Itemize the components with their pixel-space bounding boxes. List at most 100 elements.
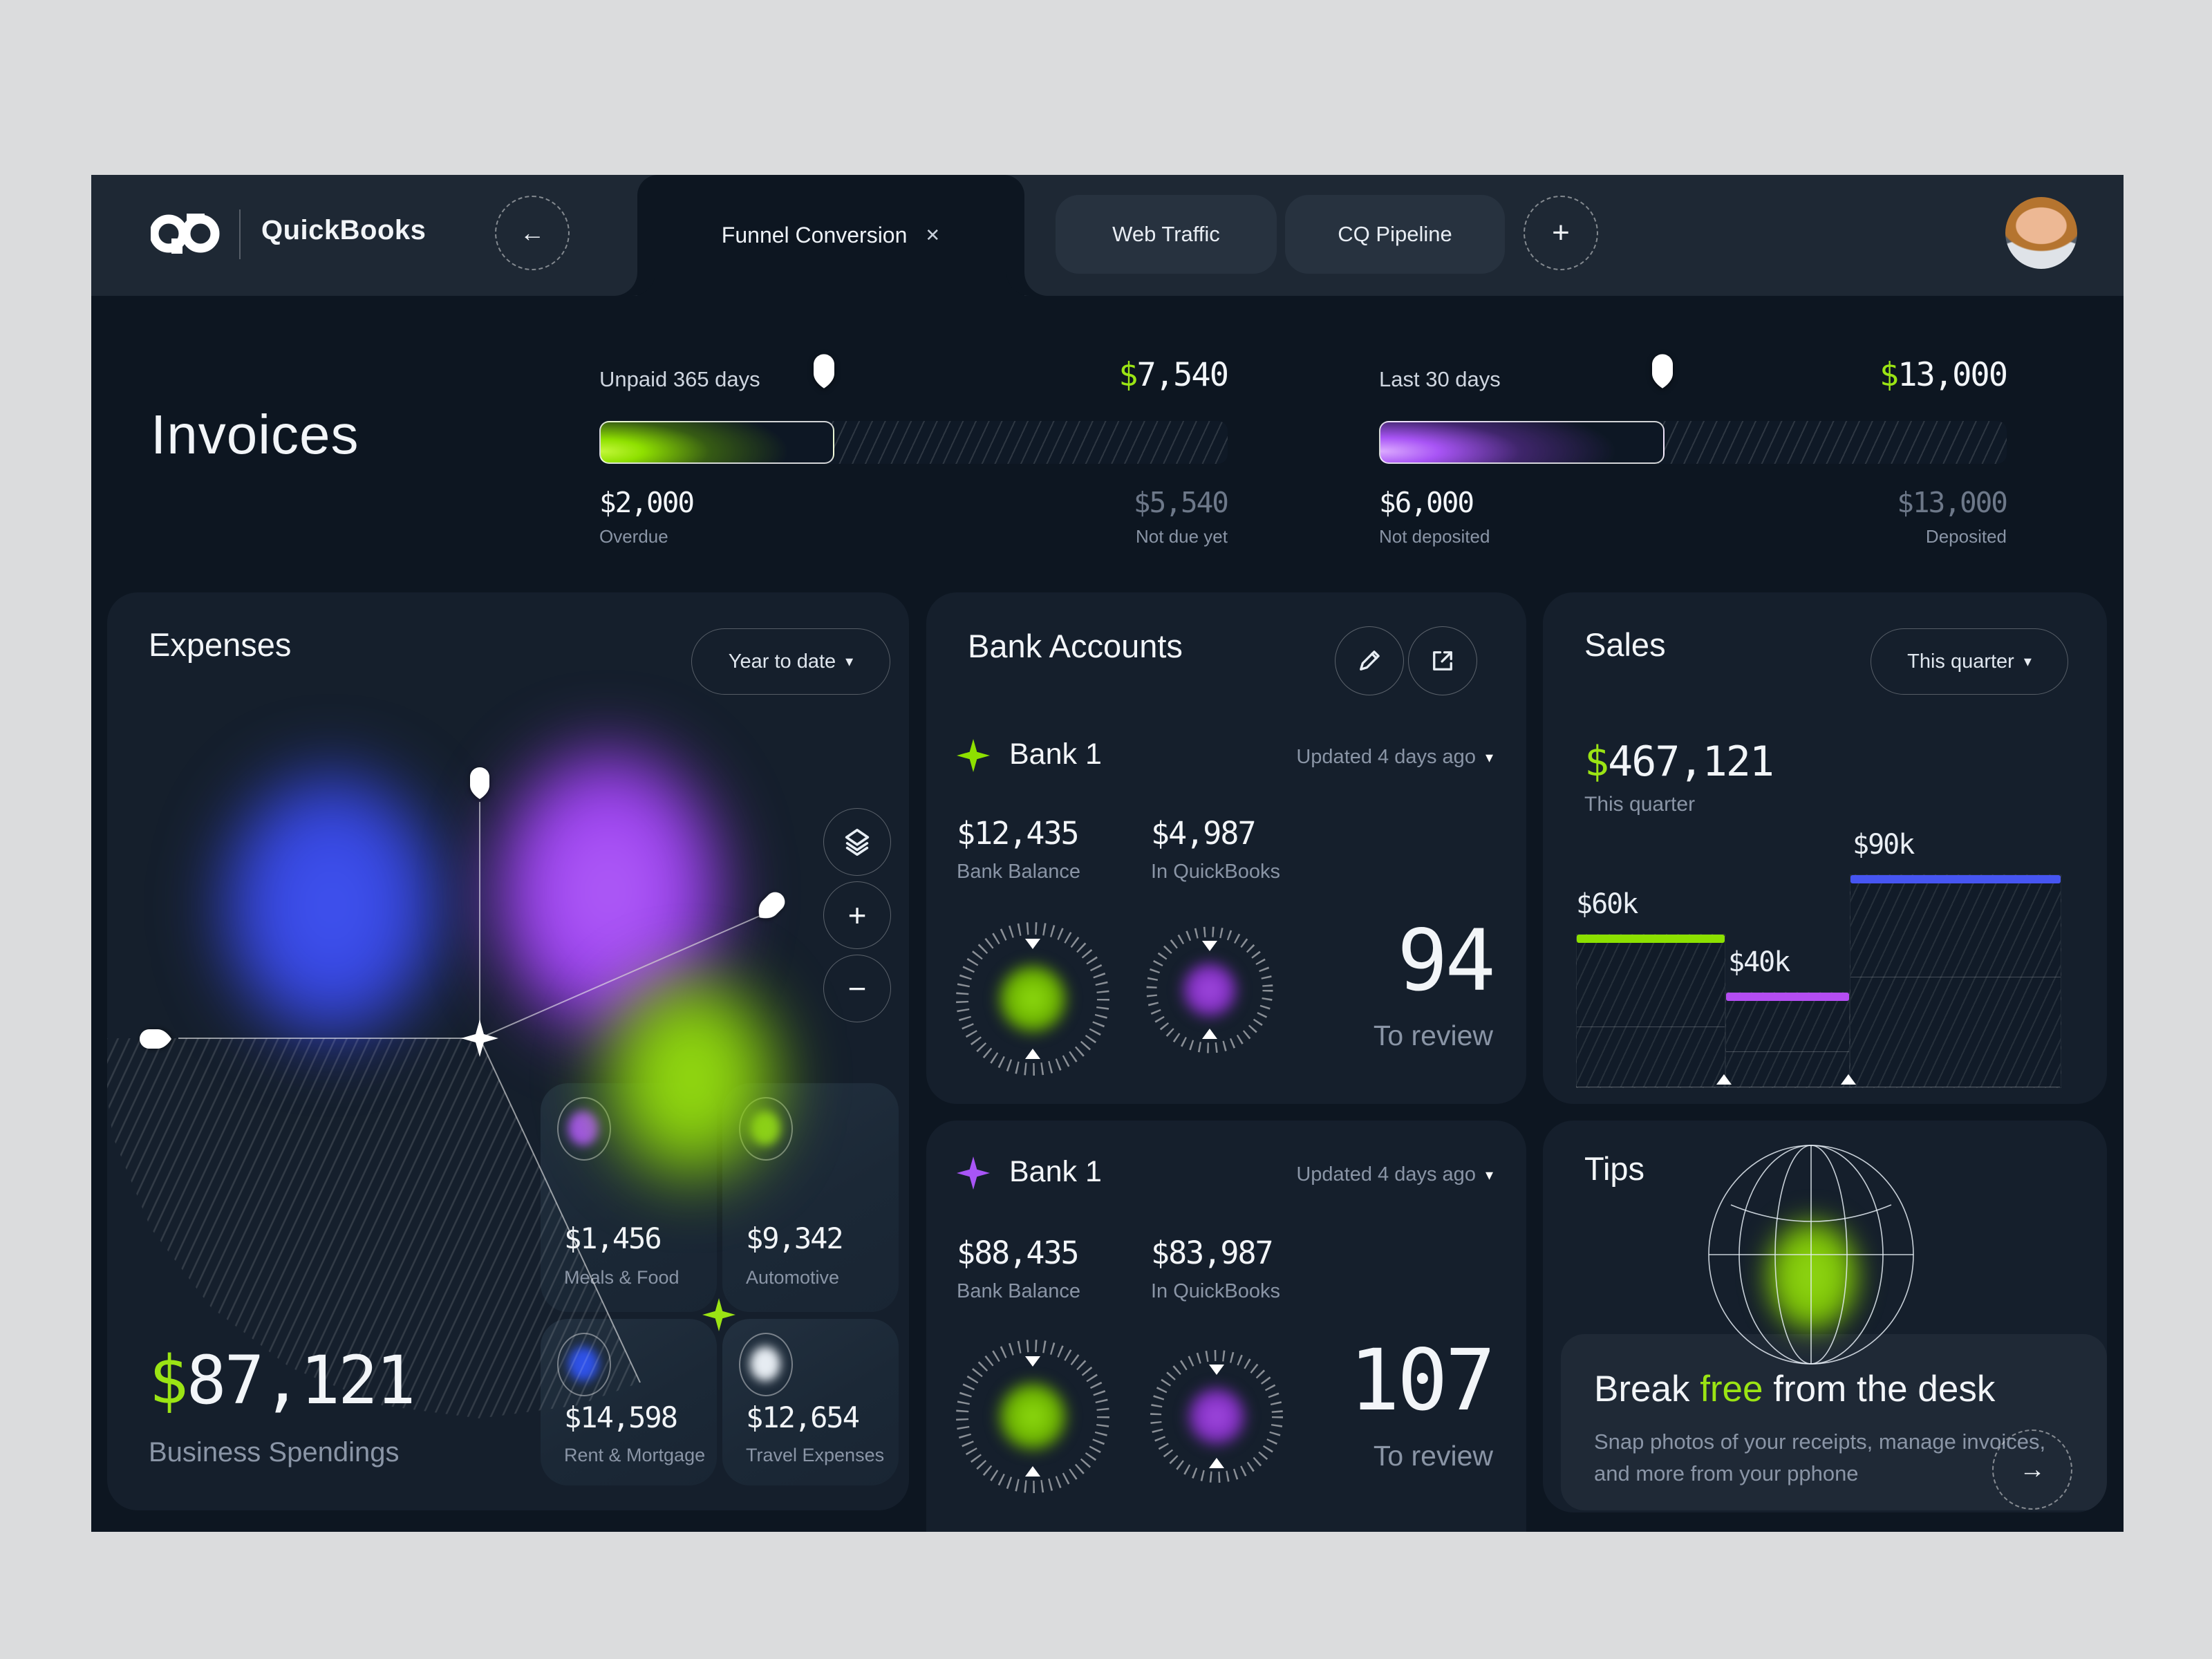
layers-button[interactable] — [823, 808, 891, 876]
pie-axis-pin-left[interactable] — [139, 1029, 172, 1049]
bank-gauge-green — [953, 1337, 1112, 1496]
baseline-marker — [1841, 1074, 1856, 1085]
not-deposited-value: $6,000 — [1379, 486, 1474, 519]
card-title: Expenses — [149, 626, 292, 663]
tab-close-icon[interactable]: ✕ — [925, 225, 941, 245]
bank-updated-dropdown[interactable]: Updated 4 days ago ▾ — [1296, 1163, 1493, 1186]
category-tile-travel[interactable]: $12,654 Travel Expenses — [722, 1319, 899, 1485]
minus-icon: − — [847, 971, 867, 1006]
bar-value-label: $40k — [1728, 946, 1790, 978]
bar — [1576, 934, 1725, 1088]
gauge-marker-top — [1202, 941, 1217, 951]
bank-updated-dropdown[interactable]: Updated 4 days ago ▾ — [1296, 746, 1493, 769]
bank-name: Bank 1 — [1009, 738, 1102, 771]
divider — [239, 209, 241, 259]
pencil-icon — [1360, 650, 1380, 671]
bank-diamond-icon — [957, 739, 990, 772]
tab-cq-pipeline[interactable]: CQ Pipeline — [1285, 195, 1505, 274]
bar-cap — [1850, 875, 2061, 883]
in-quickbooks-label: In QuickBooks — [1151, 1280, 1280, 1302]
not-due-label: Not due yet — [1136, 526, 1228, 547]
tab-funnel-conversion[interactable]: Funnel Conversion ✕ — [637, 175, 1024, 296]
dashboard: QuickBooks ← Funnel Conversion ✕ Web Tra… — [91, 175, 2124, 1532]
pie-axis-pin-top[interactable] — [470, 767, 489, 800]
tips-body: Snap photos of your receipts, manage inv… — [1594, 1426, 2045, 1490]
progress-pin-handle[interactable] — [814, 353, 834, 389]
currency-sign: $ — [1879, 356, 1899, 394]
gauge-marker-top — [1025, 1356, 1040, 1367]
sales-bar-chart: $60k $40k $90k — [1543, 592, 2107, 1104]
gauge-marker-bottom — [1025, 1466, 1040, 1477]
category-value: $14,598 — [564, 1400, 678, 1434]
tab-label: CQ Pipeline — [1338, 222, 1452, 246]
gauge-marker-bottom — [1202, 1029, 1217, 1039]
bar-cap — [1577, 935, 1725, 943]
category-value: $12,654 — [746, 1400, 860, 1434]
add-tab-button[interactable]: + — [1524, 196, 1598, 270]
invoice-deposits-block: Last 30 days $13,000 $6,000 Not deposite… — [1379, 348, 2008, 576]
edit-button[interactable] — [1335, 626, 1404, 695]
zoom-out-button[interactable]: − — [823, 955, 891, 1022]
not-deposited-label: Not deposited — [1379, 526, 1490, 547]
in-quickbooks-value: $4,987 — [1151, 815, 1257, 852]
zoom-in-button[interactable]: + — [823, 881, 891, 949]
open-external-button[interactable] — [1408, 626, 1477, 695]
bar-cap — [1726, 993, 1849, 1001]
chevron-down-icon: ▾ — [1485, 1165, 1493, 1183]
plus-icon: + — [847, 897, 867, 933]
card-title: Sales — [1584, 626, 1666, 663]
gauge-blob — [1171, 1371, 1262, 1462]
sales-range-dropdown[interactable]: This quarter ▾ — [1871, 628, 2068, 695]
category-label: Travel Expenses — [746, 1445, 885, 1465]
invoice-bar-amount: $13,000 — [1879, 356, 2008, 394]
baseline-marker — [1716, 1074, 1732, 1085]
progress-pin-handle[interactable] — [1652, 353, 1673, 389]
tips-headline: Break free from the desk — [1594, 1368, 1995, 1410]
sales-total: $467,121 — [1584, 738, 1774, 786]
chevron-down-icon: ▾ — [1485, 748, 1493, 766]
tab-web-traffic[interactable]: Web Traffic — [1056, 195, 1277, 274]
quickbooks-logo-icon — [151, 214, 220, 254]
invoice-progress-fill — [599, 421, 835, 464]
bank-accounts-card: Bank Accounts Bank 1 Updated 4 days ago … — [926, 592, 1526, 1104]
back-button[interactable]: ← — [495, 196, 570, 270]
expenses-range-dropdown[interactable]: Year to date ▾ — [691, 628, 890, 695]
category-label: Automotive — [746, 1267, 840, 1288]
arrow-right-icon: → — [2019, 1454, 2045, 1484]
dropdown-value: This quarter — [1907, 650, 2014, 673]
bank-balance-label: Bank Balance — [957, 861, 1080, 883]
card-title: Bank Accounts — [968, 628, 1183, 664]
invoice-bar-amount: $7,540 — [1118, 356, 1229, 394]
amount-value: 467,121 — [1608, 738, 1774, 786]
tips-cta-button[interactable]: → — [1992, 1430, 2072, 1510]
overdue-label: Overdue — [599, 526, 668, 547]
invoice-unpaid-block: Unpaid 365 days $7,540 $2,000 Overdue $5… — [599, 348, 1229, 576]
currency-sign: $ — [149, 1342, 189, 1419]
currency-sign: $ — [1584, 738, 1609, 786]
user-avatar[interactable] — [2005, 197, 2077, 269]
tips-card: Tips Break free from the desk Snap — [1543, 1121, 2107, 1512]
dropdown-value: Year to date — [728, 650, 836, 673]
not-due-value: $5,540 — [1133, 486, 1229, 519]
tab-label: Web Traffic — [1112, 222, 1220, 246]
headline-text: from the desk — [1763, 1369, 1996, 1409]
gauge-blob — [1166, 946, 1253, 1033]
page-title: Invoices — [151, 404, 359, 465]
deposited-value: $13,000 — [1897, 486, 2008, 519]
bank-balance-label: Bank Balance — [957, 1280, 1080, 1302]
gauge-blob — [980, 1364, 1085, 1469]
tips-body-line: Snap photos of your receipts, manage inv… — [1594, 1430, 2046, 1454]
invoice-progress-fill — [1379, 421, 1665, 464]
card-title: Tips — [1584, 1150, 1645, 1187]
amount-value: 13,000 — [1897, 356, 2008, 394]
sales-total-label: This quarter — [1584, 793, 1696, 816]
bar-value-label: $90k — [1853, 829, 1915, 861]
invoice-progress-track — [599, 421, 1228, 464]
tab-label: Funnel Conversion — [721, 223, 908, 247]
category-value: $1,456 — [564, 1221, 662, 1255]
category-dot — [750, 1347, 780, 1381]
gauge-marker-bottom — [1209, 1458, 1224, 1468]
updated-text: Updated 4 days ago — [1296, 746, 1476, 768]
chevron-down-icon: ▾ — [2023, 653, 2032, 670]
